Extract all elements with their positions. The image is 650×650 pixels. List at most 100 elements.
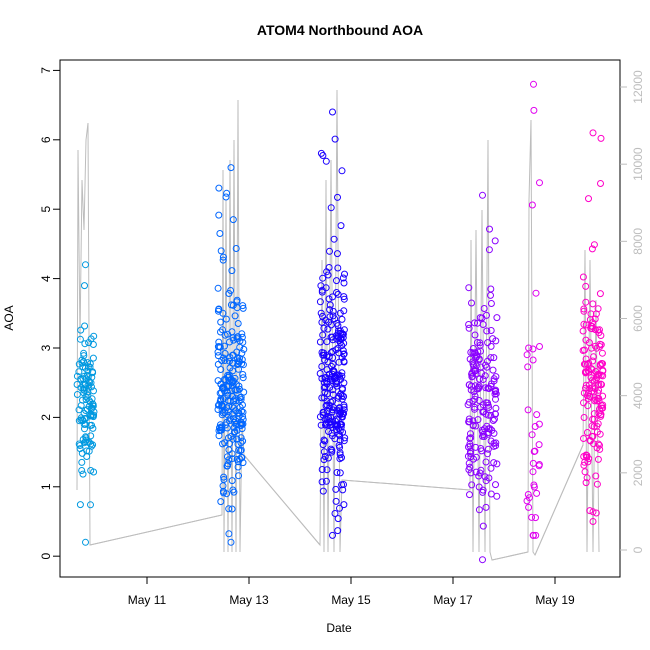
data-point [228, 393, 236, 401]
data-point [216, 426, 224, 434]
data-point [479, 431, 487, 438]
data-point [236, 455, 244, 463]
data-point [487, 490, 495, 498]
data-point [336, 504, 343, 512]
data-point [323, 416, 331, 423]
data-point-extreme [227, 164, 235, 172]
data-point [340, 279, 348, 287]
data-point [240, 345, 248, 353]
data-point [490, 415, 498, 423]
data-point [582, 479, 590, 487]
data-point [317, 149, 325, 157]
data-point [490, 429, 498, 437]
data-point [326, 247, 333, 255]
data-point [318, 466, 326, 473]
data-point [334, 527, 342, 535]
data-point [233, 435, 241, 443]
data-point [484, 339, 492, 347]
data-point [471, 392, 479, 400]
data-point [229, 435, 237, 443]
data-point [86, 397, 93, 405]
data-point [219, 482, 227, 490]
data-point [75, 406, 83, 414]
series-may-16 [464, 191, 501, 564]
data-point [332, 379, 340, 387]
data-point [239, 361, 247, 369]
data-point [583, 453, 591, 461]
data-point [217, 423, 225, 431]
data-point [475, 506, 483, 514]
data-point [81, 340, 89, 348]
data-point [481, 473, 489, 481]
data-point [234, 440, 242, 448]
data-point [479, 321, 487, 328]
data-point [535, 441, 543, 449]
data-point [224, 371, 232, 379]
data-point [595, 329, 603, 337]
data-point [580, 305, 588, 313]
data-point [323, 401, 331, 409]
data-point [475, 375, 483, 383]
data-point [336, 449, 344, 457]
chart-title: ATOM4 Northbound AOA [257, 22, 423, 38]
data-point [329, 386, 337, 394]
data-point [337, 222, 345, 230]
data-point [334, 290, 342, 298]
data-point [322, 157, 330, 165]
data-point [219, 309, 227, 317]
data-point [316, 338, 324, 346]
data-point-extreme [530, 80, 537, 88]
data-point [332, 332, 340, 340]
data-point [477, 466, 485, 474]
axes-layer: 0 1 2 3 4 5 6 7 0 2000 4000 6000 8000 10000 12000 May 1… [39, 67, 645, 607]
y-tick-label: 0 [39, 553, 53, 560]
x-tick-label: May 19 [535, 593, 575, 607]
data-point [216, 389, 224, 397]
data-point [476, 339, 484, 347]
data-point [597, 404, 605, 412]
data-point [228, 505, 236, 513]
data-point [319, 411, 327, 419]
data-point [224, 330, 231, 338]
data-point [225, 530, 233, 538]
data-point [532, 531, 540, 539]
data-point [479, 486, 487, 494]
data-point [332, 485, 340, 493]
series-may-19 [579, 129, 607, 525]
data-point [228, 267, 236, 275]
data-point [582, 336, 590, 344]
data-point [323, 366, 331, 374]
secondary-line-connector [341, 479, 471, 491]
series-may-14 [316, 108, 349, 539]
data-point [231, 312, 239, 320]
data-point [221, 357, 229, 364]
series-may-10 [73, 261, 98, 546]
data-point [220, 387, 228, 395]
data-point [596, 362, 604, 369]
data-point [599, 372, 607, 380]
data-point [485, 403, 493, 411]
data-point-extreme [589, 518, 597, 525]
data-point [472, 367, 480, 375]
data-point [80, 409, 88, 417]
data-point [586, 316, 594, 324]
secondary-line-connector [243, 454, 321, 546]
data-point [340, 403, 348, 411]
data-point [318, 478, 326, 486]
data-point [321, 383, 329, 391]
data-point [484, 450, 491, 458]
data-point [592, 472, 600, 480]
data-point [73, 381, 81, 388]
data-point [592, 509, 600, 517]
data-point [469, 358, 477, 366]
data-point [582, 282, 590, 290]
data-point [484, 357, 491, 365]
data-point [340, 307, 348, 315]
data-point-extreme [589, 129, 597, 137]
data-point-extreme [227, 538, 235, 546]
data-point [524, 363, 532, 371]
data-point [529, 356, 537, 364]
data-point [334, 329, 342, 337]
data-point [336, 309, 344, 317]
data-point [589, 357, 597, 365]
